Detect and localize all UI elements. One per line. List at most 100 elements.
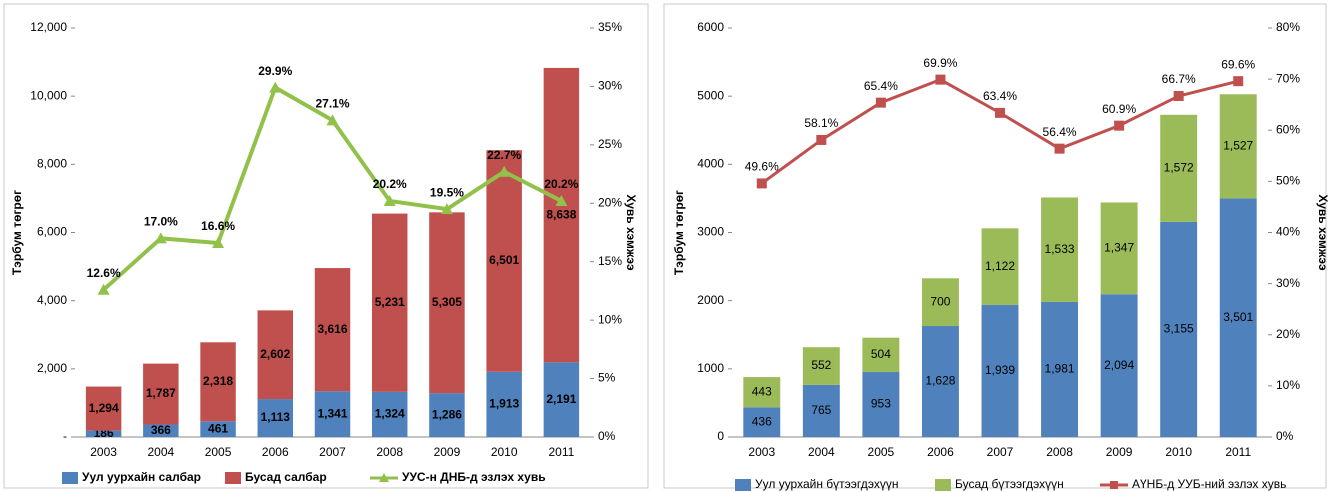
data-label: 17.0% [144, 215, 178, 229]
x-tick-label: 2007 [319, 445, 346, 459]
legend-label: Бусад салбар [245, 470, 327, 484]
legend-swatch [62, 472, 78, 484]
bar [981, 228, 1019, 305]
data-label: 1,341 [317, 406, 347, 420]
data-label: 1,527 [1223, 138, 1253, 152]
y2-axis-label: Хувь хэмжээ [1316, 194, 1330, 271]
y-tick-label: 6,000 [37, 225, 67, 239]
x-tick-label: 2004 [147, 445, 174, 459]
x-tick-label: 2008 [1046, 445, 1073, 459]
bar [981, 304, 1019, 437]
marker [1233, 76, 1244, 87]
y2-tick-label: 0% [1276, 429, 1294, 443]
y2-tick-label: 15% [598, 254, 622, 268]
data-label: 27.1% [315, 96, 349, 110]
x-tick-label: 2003 [90, 445, 117, 459]
marker [440, 203, 453, 215]
legend-swatch [1110, 481, 1118, 489]
bar [371, 391, 408, 437]
x-tick-label: 2011 [548, 445, 574, 459]
y-tick-label: 6000 [697, 20, 724, 34]
y-tick-label: 10,000 [30, 88, 67, 102]
data-label: 1,939 [985, 363, 1015, 377]
bar [314, 391, 351, 437]
y-tick-label: 2,000 [37, 361, 67, 375]
y-axis-label: Тэрбум төгрөг [672, 190, 686, 275]
chart-frame [663, 3, 1327, 489]
x-tick-label: 2006 [927, 445, 954, 459]
bar [921, 326, 959, 437]
data-label: 5,305 [432, 295, 462, 309]
bar [1160, 114, 1198, 222]
legend-label: Уул уурхайн бүтээгдэхүүн [755, 477, 899, 491]
bar [85, 386, 122, 431]
marker [212, 237, 225, 249]
y-tick-label: 4,000 [37, 293, 67, 307]
data-label: 1,294 [89, 401, 119, 415]
y2-tick-label: 25% [598, 137, 622, 151]
bar [1219, 198, 1257, 437]
x-tick-label: 2006 [262, 445, 289, 459]
bar [429, 393, 465, 437]
x-tick-label: 2010 [1165, 445, 1192, 459]
data-label: 504 [871, 347, 891, 361]
y2-tick-label: 40% [1276, 225, 1300, 239]
bar [85, 430, 122, 437]
data-label: 29.9% [258, 64, 292, 78]
data-label: 66.7% [1162, 72, 1196, 86]
x-tick-label: 2005 [868, 445, 895, 459]
data-label: 1,286 [432, 407, 462, 421]
marker [935, 74, 946, 85]
y2-tick-label: 70% [1276, 71, 1300, 85]
data-label: 65.4% [864, 79, 898, 93]
data-label: 69.9% [923, 56, 957, 70]
bar [429, 212, 465, 394]
bar [543, 67, 580, 363]
marker [97, 283, 110, 295]
data-label: 3,616 [317, 322, 347, 336]
y2-tick-label: 60% [1276, 122, 1300, 136]
data-label: 1,913 [489, 397, 519, 411]
y-tick-label: 4000 [697, 157, 724, 171]
legend-label: Уул уурхайн салбар [82, 470, 201, 484]
data-label: 2,094 [1104, 358, 1134, 372]
marker [383, 194, 396, 206]
data-label: 552 [811, 358, 831, 372]
data-label: 19.5% [430, 185, 464, 199]
marker [269, 81, 282, 93]
data-label: 6,501 [489, 253, 519, 267]
bar [314, 268, 351, 392]
y2-tick-label: 30% [1276, 276, 1300, 290]
data-label: 60.9% [1102, 102, 1136, 116]
bar [257, 399, 294, 437]
bar [200, 342, 236, 422]
y-tick-label: 5000 [697, 88, 724, 102]
y2-tick-label: 35% [598, 20, 622, 34]
bar [1100, 202, 1138, 295]
x-tick-label: 2003 [748, 445, 775, 459]
data-label: 22.7% [487, 148, 521, 162]
data-label: 58.1% [804, 116, 838, 130]
bar [1041, 301, 1079, 437]
bar [1041, 197, 1079, 302]
data-label: 3,501 [1223, 310, 1253, 324]
data-label: 20.2% [544, 177, 578, 191]
y2-tick-label: 20% [1276, 327, 1300, 341]
bar [1100, 294, 1138, 437]
data-label: 3,155 [1164, 322, 1194, 336]
y2-tick-label: 10% [598, 312, 622, 326]
data-label: 366 [151, 423, 171, 437]
x-tick-label: 2005 [205, 445, 232, 459]
data-label: 1,628 [925, 374, 955, 388]
x-tick-label: 2009 [434, 445, 461, 459]
bar [802, 347, 840, 385]
data-label: 5,231 [375, 295, 405, 309]
marker [995, 107, 1005, 118]
legend-label: АҮНБ-д УУБ-ний эзлэх хувь [1132, 477, 1286, 491]
data-label: 436 [752, 414, 772, 428]
x-tick-label: 2009 [1106, 445, 1133, 459]
y2-tick-label: 10% [1276, 378, 1300, 392]
x-tick-label: 2007 [987, 445, 1014, 459]
legend-swatch [225, 472, 241, 484]
